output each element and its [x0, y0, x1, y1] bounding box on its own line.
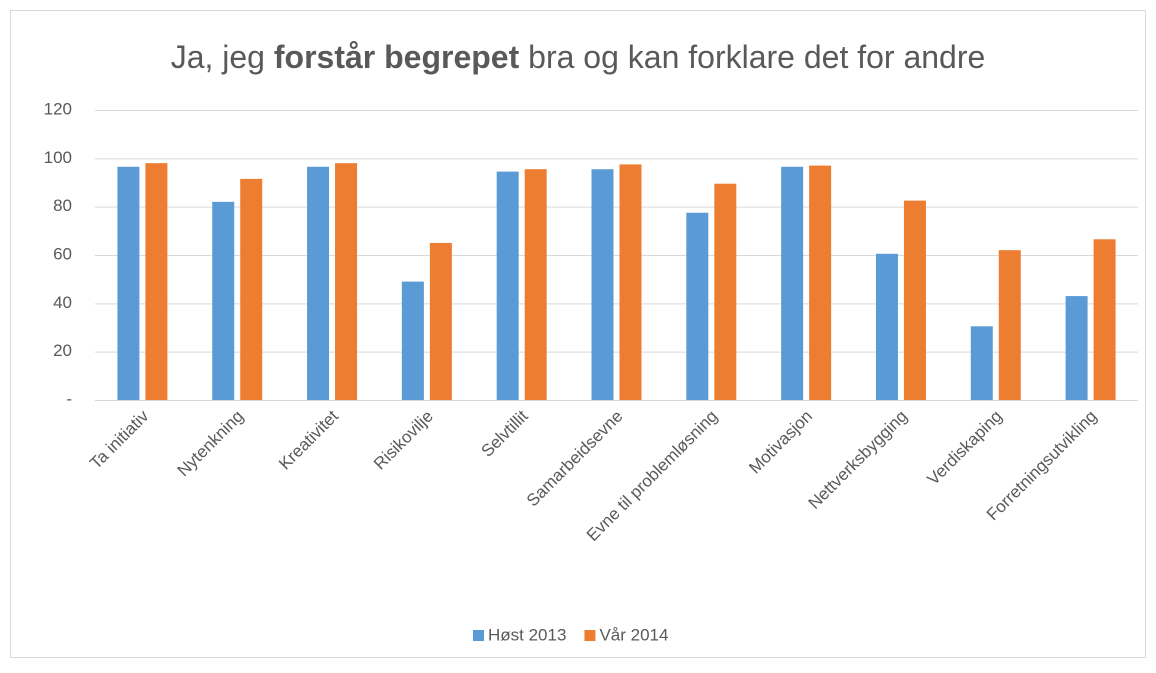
bar [335, 163, 358, 400]
legend-label: Vår 2014 [599, 625, 668, 644]
bar [240, 178, 263, 400]
bar [524, 169, 547, 400]
y-tick-label: 20 [53, 341, 72, 360]
bar [591, 169, 614, 400]
y-tick-label: - [66, 389, 72, 408]
bar [212, 201, 235, 400]
y-tick-label: 80 [53, 196, 72, 215]
chart-title: Ja, jeg forstår begrepet bra og kan fork… [171, 39, 986, 75]
bar [970, 326, 993, 400]
y-tick-label: 100 [44, 148, 72, 167]
title-part: Ja, jeg [171, 39, 265, 75]
bar [429, 242, 452, 400]
bar [401, 281, 424, 400]
bar [1093, 239, 1116, 400]
bar [145, 163, 168, 400]
legend-swatch [584, 630, 596, 641]
bar [809, 165, 832, 400]
bar [998, 250, 1021, 400]
title-part: forstår begrepet [274, 39, 520, 75]
y-tick-label: 60 [53, 244, 72, 263]
bar [686, 212, 709, 400]
chart-border [10, 10, 1146, 658]
bar [903, 200, 926, 400]
y-tick-label: 40 [53, 293, 72, 312]
legend-swatch [473, 630, 484, 641]
bar [1065, 296, 1088, 400]
bar [781, 166, 804, 400]
bar [117, 166, 140, 400]
legend-label: Høst 2013 [488, 625, 566, 644]
bar [714, 183, 737, 400]
bar [307, 166, 330, 400]
bar [496, 171, 519, 400]
y-tick-label: 120 [44, 99, 72, 118]
title-part: bra og kan forklare det for andre [528, 39, 985, 75]
bar [875, 253, 898, 400]
bar [619, 164, 642, 400]
